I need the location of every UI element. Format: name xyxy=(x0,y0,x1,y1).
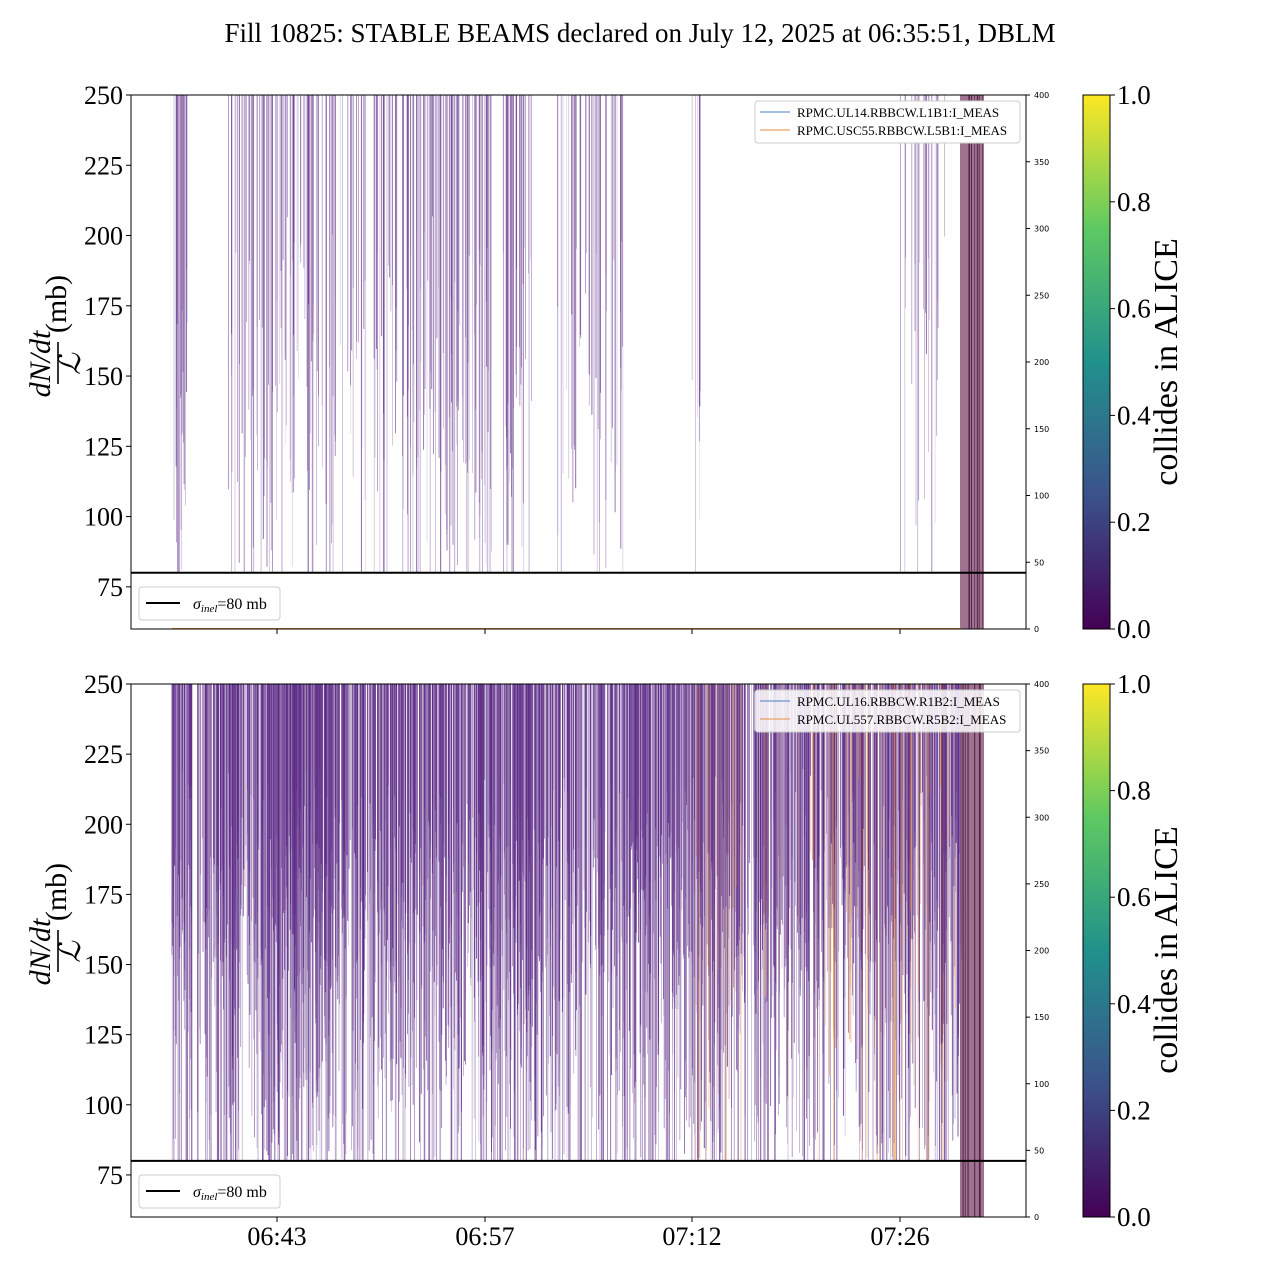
y2-tick-label: 0 xyxy=(1034,625,1039,634)
top-panel: 75 100 125 150 175 200 225 250 0 50 100 150 200 250 3… xyxy=(24,80,1185,644)
y2-tick-label: 50 xyxy=(1034,558,1044,567)
y-tick-label: 250 xyxy=(84,670,123,699)
bottom-left-axis: 75 100 125 150 175 200 225 250 xyxy=(84,670,131,1190)
y2-tick-label: 50 xyxy=(1034,1146,1044,1155)
top-sigma-legend: σinel=80 mb xyxy=(138,586,281,621)
top-left-axis: 75 100 125 150 175 200 225 250 xyxy=(84,81,131,602)
x-tick-label: 07:12 xyxy=(662,1222,721,1251)
y2-tick-label: 0 xyxy=(1034,1213,1039,1222)
top-legend-label-1: RPMC.UL14.RBBCW.L1B1:I_MEAS xyxy=(797,105,999,120)
colorbar-tick-label: 0.4 xyxy=(1117,989,1151,1019)
top-right-axis: 0 50 100 150 200 250 300 350 400 xyxy=(1026,91,1049,634)
y-tick-label: 75 xyxy=(97,1161,123,1190)
dump-band xyxy=(960,95,984,629)
y2-tick-label: 150 xyxy=(1034,1013,1049,1022)
bottom-colorbar xyxy=(1082,683,1111,1218)
colorbar-tick-label: 1.0 xyxy=(1117,80,1151,110)
y2-tick-label: 400 xyxy=(1034,680,1049,689)
top-legend-label-2: RPMC.USC55.RBBCW.L5B1:I_MEAS xyxy=(797,123,1007,138)
y2-tick-label: 350 xyxy=(1034,158,1049,167)
x-tick-label: 06:57 xyxy=(455,1222,514,1251)
top-series-legend-box xyxy=(754,100,1021,144)
colorbar-tick-label: 0.2 xyxy=(1117,507,1151,537)
top-spike-layer xyxy=(173,95,945,573)
colorbar-tick-label: 0.6 xyxy=(1117,294,1151,324)
top-colorbar xyxy=(1082,94,1111,630)
bottom-x-axis: 06:43 06:57 07:12 07:26 xyxy=(247,1217,930,1251)
y-tick-label: 200 xyxy=(84,222,123,251)
bottom-ylabel-numerator: dN/dt xyxy=(24,918,57,985)
y-tick-label: 150 xyxy=(84,362,123,391)
bottom-series-legend: RPMC.UL16.RBBCW.R1B2:I_MEAS RPMC.UL557.R… xyxy=(754,689,1021,733)
bottom-ylabel-unit: (mb) xyxy=(40,863,73,921)
y2-tick-label: 300 xyxy=(1034,813,1049,822)
y-tick-label: 225 xyxy=(84,151,123,180)
bottom-spike-layer xyxy=(171,684,963,1161)
y2-tick-label: 400 xyxy=(1034,91,1049,100)
y-tick-label: 75 xyxy=(97,573,123,602)
colorbar-tick-label: 0.8 xyxy=(1117,776,1151,806)
top-sigma-legend-label: σinel=80 mb xyxy=(193,596,267,615)
top-y-axis-label: dN/dt ℒ (mb) xyxy=(24,275,87,398)
colorbar-tick-label: 1.0 xyxy=(1117,669,1151,699)
y-tick-label: 175 xyxy=(84,292,123,321)
y2-tick-label: 350 xyxy=(1034,747,1049,756)
top-ylabel-numerator: dN/dt xyxy=(24,330,57,397)
bottom-ylabel-denominator: ℒ xyxy=(54,940,87,963)
y-tick-label: 100 xyxy=(84,503,123,532)
y2-tick-label: 100 xyxy=(1034,1080,1049,1089)
bottom-y-axis-label: dN/dt ℒ (mb) xyxy=(24,863,87,986)
top-ylabel-denominator: ℒ xyxy=(54,352,87,375)
y2-tick-label: 300 xyxy=(1034,225,1049,234)
bottom-sigma-legend: σinel=80 mb xyxy=(138,1174,281,1209)
top-colorbar-label: collides in ALICE xyxy=(1148,238,1185,485)
y-tick-label: 100 xyxy=(84,1091,123,1120)
colorbar-tick-label: 0.8 xyxy=(1117,187,1151,217)
y2-tick-label: 250 xyxy=(1034,880,1049,889)
bottom-colorbar-ticks: 0.0 0.2 0.4 0.6 0.8 1.0 xyxy=(1110,669,1151,1232)
y2-tick-label: 250 xyxy=(1034,291,1049,300)
y2-tick-label: 100 xyxy=(1034,492,1049,501)
y-tick-label: 250 xyxy=(84,81,123,110)
bottom-legend-label-2: RPMC.UL557.RBBCW.R5B2:I_MEAS xyxy=(797,712,1006,727)
y-tick-label: 125 xyxy=(84,1021,123,1050)
top-plot-frame xyxy=(130,94,1027,630)
bottom-panel: 75 100 125 150 175 200 225 250 0 50 100 150 200 250 3… xyxy=(24,669,1185,1251)
y-tick-label: 175 xyxy=(84,880,123,909)
y-tick-label: 125 xyxy=(84,432,123,461)
colorbar-tick-label: 0.6 xyxy=(1117,882,1151,912)
bottom-band xyxy=(960,684,984,1217)
bottom-colorbar-label: collides in ALICE xyxy=(1148,826,1185,1073)
top-ylabel-unit: (mb) xyxy=(40,275,73,333)
top-colorbar-ticks: 0.0 0.2 0.4 0.6 0.8 1.0 xyxy=(1110,80,1151,644)
bottom-sigma-legend-label: σinel=80 mb xyxy=(193,1184,267,1203)
top-series-legend: RPMC.UL14.RBBCW.L1B1:I_MEAS RPMC.USC55.R… xyxy=(754,100,1021,144)
colorbar-tick-label: 0.0 xyxy=(1117,614,1151,644)
bottom-sigma-legend-box xyxy=(138,1174,281,1209)
y-tick-label: 225 xyxy=(84,740,123,769)
y2-tick-label: 200 xyxy=(1034,358,1049,367)
bottom-right-axis: 0 50 100 150 200 250 300 350 400 xyxy=(1026,680,1049,1222)
colorbar-tick-label: 0.2 xyxy=(1117,1095,1151,1125)
x-tick-label: 07:26 xyxy=(870,1222,929,1251)
y-tick-label: 200 xyxy=(84,810,123,839)
y2-tick-label: 200 xyxy=(1034,947,1049,956)
top-band xyxy=(960,95,984,629)
y2-tick-label: 150 xyxy=(1034,425,1049,434)
top-x-axis xyxy=(276,629,901,634)
colorbar-tick-label: 0.0 xyxy=(1117,1202,1151,1232)
chart-title: Fill 10825: STABLE BEAMS declared on Jul… xyxy=(224,18,1056,48)
x-tick-label: 06:43 xyxy=(247,1222,306,1251)
colorbar-tick-label: 0.4 xyxy=(1117,400,1151,430)
bottom-series-legend-box xyxy=(754,689,1021,733)
y-tick-label: 150 xyxy=(84,951,123,980)
top-sigma-legend-box xyxy=(138,586,281,621)
bottom-legend-label-1: RPMC.UL16.RBBCW.R1B2:I_MEAS xyxy=(797,694,1000,709)
